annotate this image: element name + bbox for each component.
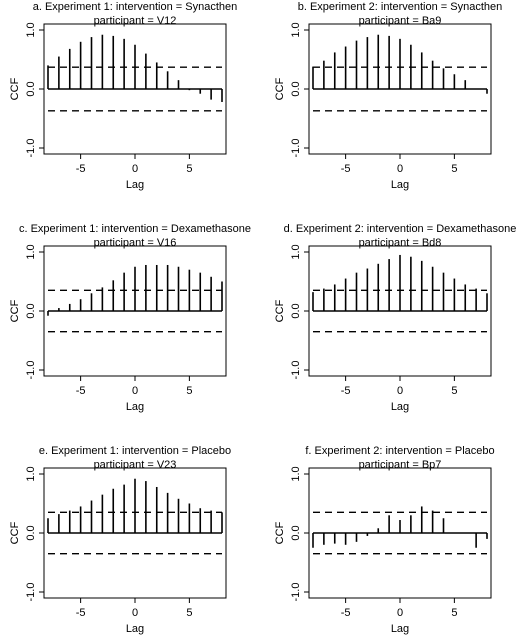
y-tick-label: -1.0 [290, 139, 302, 158]
y-tick-label: 1.0 [290, 22, 302, 37]
y-tick-label: 0.0 [25, 81, 37, 96]
x-tick-label: -5 [76, 607, 86, 619]
y-tick-label: -1.0 [25, 361, 37, 380]
panel-title: f. Experiment 2: intervention = Placebo [305, 445, 494, 457]
y-axis-label: CCF [274, 521, 286, 544]
ccf-panel-d: d. Experiment 2: intervention = Dexameth… [274, 223, 516, 413]
x-tick-label: -5 [76, 385, 86, 397]
y-tick-label: 0.0 [25, 303, 37, 318]
panel-title: c. Experiment 1: intervention = Dexameth… [19, 223, 251, 235]
x-axis-label: Lag [126, 401, 144, 413]
x-tick-label: -5 [341, 385, 351, 397]
x-tick-label: 5 [186, 163, 192, 175]
x-tick-label: 5 [451, 607, 457, 619]
x-tick-label: 5 [186, 607, 192, 619]
x-tick-label: -5 [341, 607, 351, 619]
x-axis-label: Lag [391, 401, 409, 413]
x-tick-label: -5 [76, 163, 86, 175]
x-tick-label: 0 [132, 607, 138, 619]
y-axis-label: CCF [274, 77, 286, 100]
panel-subtitle: participant = Bp7 [359, 459, 442, 471]
x-tick-label: 5 [451, 163, 457, 175]
panel-title: b. Experiment 2: intervention = Synacthe… [298, 1, 503, 13]
ccf-panel-e: e. Experiment 1: intervention = Placebo p… [9, 445, 231, 635]
y-tick-label: 0.0 [25, 525, 37, 540]
y-tick-label: 1.0 [25, 244, 37, 259]
x-axis-label: Lag [126, 623, 144, 635]
y-tick-label: 0.0 [290, 81, 302, 96]
x-axis-label: Lag [391, 623, 409, 635]
ccf-panel-c: c. Experiment 1: intervention = Dexameth… [9, 223, 251, 413]
panel-subtitle: participant = Bd8 [359, 237, 442, 249]
panel-subtitle: participant = V16 [94, 237, 177, 249]
panel-subtitle: participant = V12 [94, 15, 177, 27]
x-tick-label: 0 [397, 607, 403, 619]
y-axis-label: CCF [9, 299, 21, 322]
y-tick-label: -1.0 [290, 361, 302, 380]
panel-subtitle: participant = V23 [94, 459, 177, 471]
panel-title: d. Experiment 2: intervention = Dexameth… [284, 223, 517, 235]
x-tick-label: 0 [132, 385, 138, 397]
y-axis-label: CCF [274, 299, 286, 322]
x-tick-label: 5 [451, 385, 457, 397]
y-axis-label: CCF [9, 77, 21, 100]
y-tick-label: 0.0 [290, 303, 302, 318]
y-tick-label: -1.0 [290, 583, 302, 602]
x-axis-label: Lag [391, 179, 409, 191]
x-tick-label: 5 [186, 385, 192, 397]
y-tick-label: -1.0 [25, 583, 37, 602]
panel-title: e. Experiment 1: intervention = Placebo [39, 445, 231, 457]
y-tick-label: 1.0 [25, 466, 37, 481]
y-tick-label: 1.0 [290, 244, 302, 259]
x-tick-label: 0 [132, 163, 138, 175]
ccf-panel-f: f. Experiment 2: intervention = Placebo p… [274, 445, 495, 635]
panel-subtitle: participant = Ba9 [359, 15, 442, 27]
x-axis-label: Lag [126, 179, 144, 191]
x-tick-label: 0 [397, 163, 403, 175]
y-tick-label: 1.0 [25, 22, 37, 37]
ccf-panel-a: a. Experiment 1: intervention = Synacthe… [9, 1, 237, 191]
ccf-panel-b: b. Experiment 2: intervention = Synacthe… [274, 1, 502, 191]
x-tick-label: 0 [397, 385, 403, 397]
y-axis-label: CCF [9, 521, 21, 544]
panel-title: a. Experiment 1: intervention = Synacthe… [33, 1, 238, 13]
y-tick-label: 0.0 [290, 525, 302, 540]
y-tick-label: -1.0 [25, 139, 37, 158]
x-tick-label: -5 [341, 163, 351, 175]
y-tick-label: 1.0 [290, 466, 302, 481]
